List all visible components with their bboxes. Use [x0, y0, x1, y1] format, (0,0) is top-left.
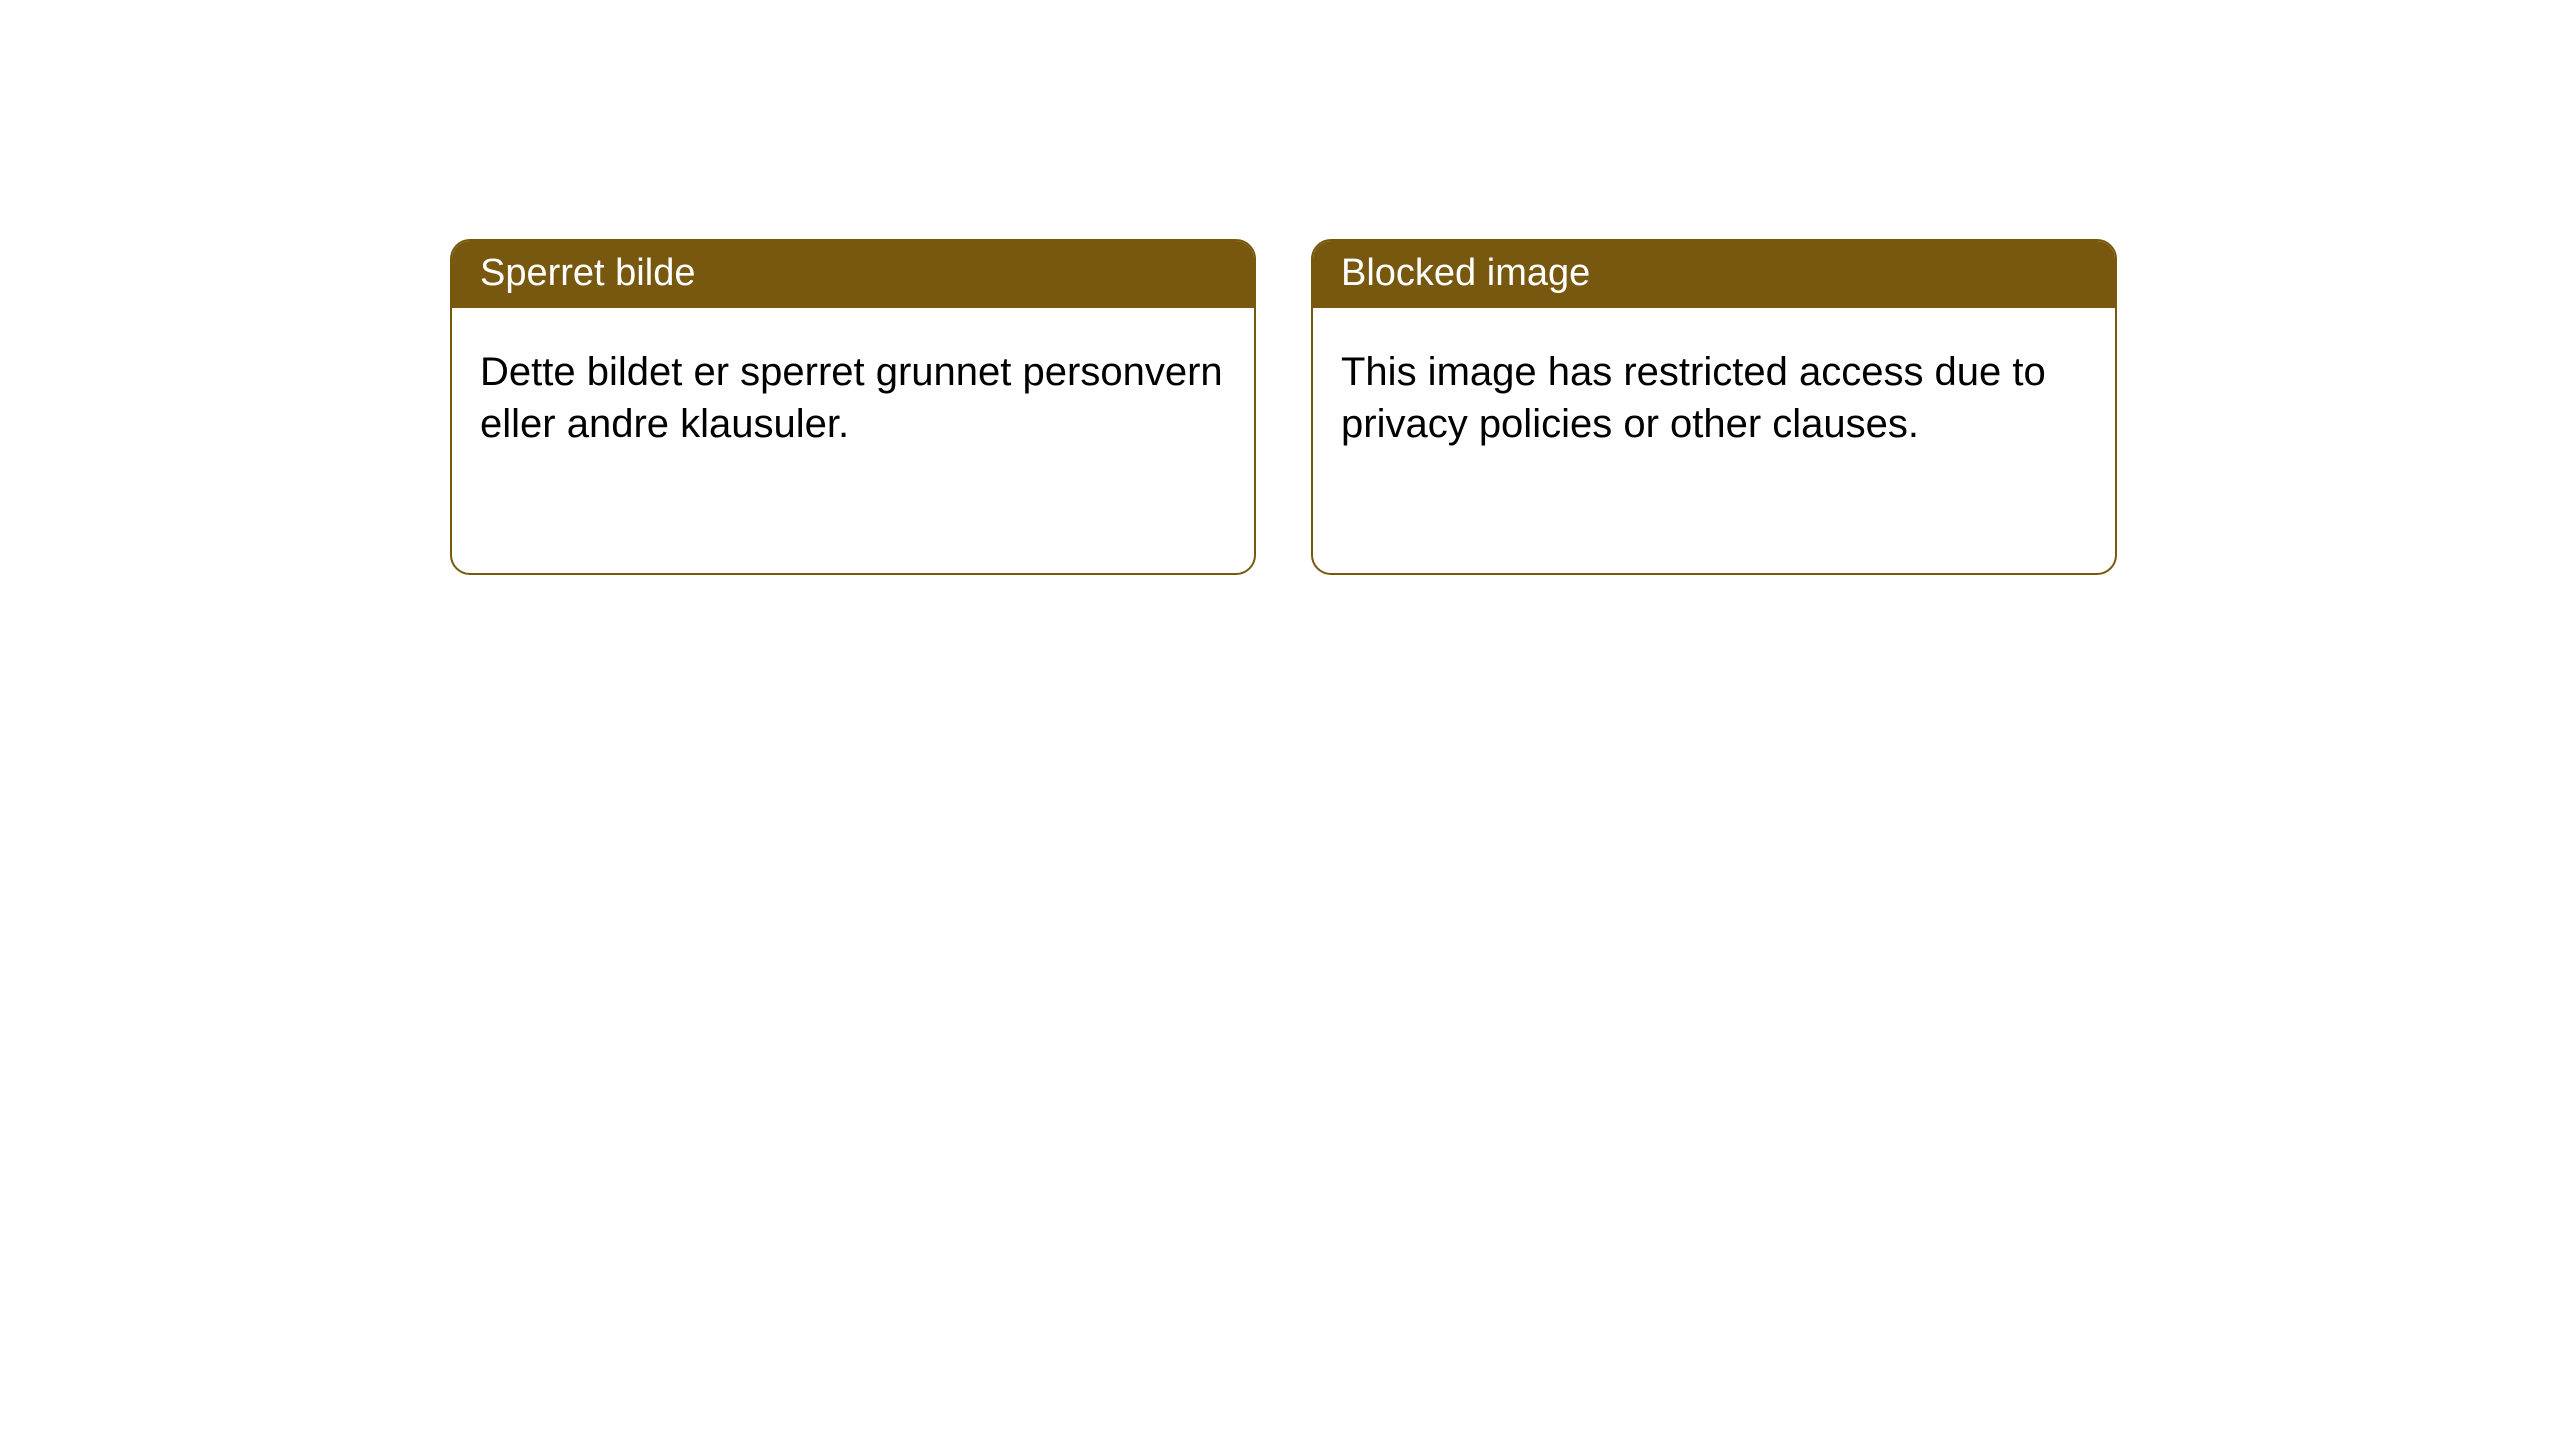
notice-body-english: This image has restricted access due to …: [1313, 308, 2115, 478]
notice-header-norwegian: Sperret bilde: [452, 241, 1254, 308]
notice-card-norwegian: Sperret bilde Dette bildet er sperret gr…: [450, 239, 1256, 575]
notice-header-english: Blocked image: [1313, 241, 2115, 308]
notice-body-norwegian: Dette bildet er sperret grunnet personve…: [452, 308, 1254, 478]
notice-card-english: Blocked image This image has restricted …: [1311, 239, 2117, 575]
notice-container: Sperret bilde Dette bildet er sperret gr…: [0, 0, 2560, 575]
